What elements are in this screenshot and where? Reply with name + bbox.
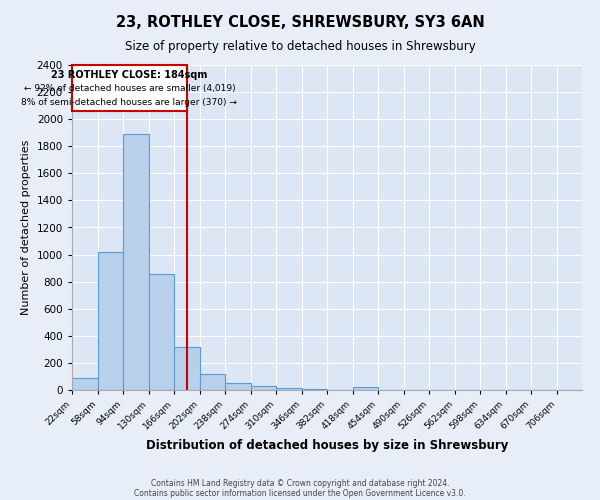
Text: Contains public sector information licensed under the Open Government Licence v3: Contains public sector information licen… xyxy=(134,488,466,498)
Bar xyxy=(149,274,174,390)
Bar xyxy=(276,388,302,390)
Text: Size of property relative to detached houses in Shrewsbury: Size of property relative to detached ho… xyxy=(125,40,475,53)
Text: 23 ROTHLEY CLOSE: 184sqm: 23 ROTHLEY CLOSE: 184sqm xyxy=(51,70,208,81)
X-axis label: Distribution of detached houses by size in Shrewsbury: Distribution of detached houses by size … xyxy=(146,440,508,452)
Bar xyxy=(174,346,199,390)
Bar xyxy=(251,386,276,390)
Bar xyxy=(225,383,251,390)
Bar xyxy=(72,65,187,111)
Bar xyxy=(123,134,149,390)
Text: Contains HM Land Registry data © Crown copyright and database right 2024.: Contains HM Land Registry data © Crown c… xyxy=(151,478,449,488)
Text: 8% of semi-detached houses are larger (370) →: 8% of semi-detached houses are larger (3… xyxy=(22,98,238,107)
Text: ← 92% of detached houses are smaller (4,019): ← 92% of detached houses are smaller (4,… xyxy=(23,84,235,92)
Bar xyxy=(353,388,378,390)
Bar xyxy=(199,374,225,390)
Text: 23, ROTHLEY CLOSE, SHREWSBURY, SY3 6AN: 23, ROTHLEY CLOSE, SHREWSBURY, SY3 6AN xyxy=(116,15,484,30)
Bar xyxy=(97,252,123,390)
Bar xyxy=(72,378,97,390)
Y-axis label: Number of detached properties: Number of detached properties xyxy=(21,140,31,315)
